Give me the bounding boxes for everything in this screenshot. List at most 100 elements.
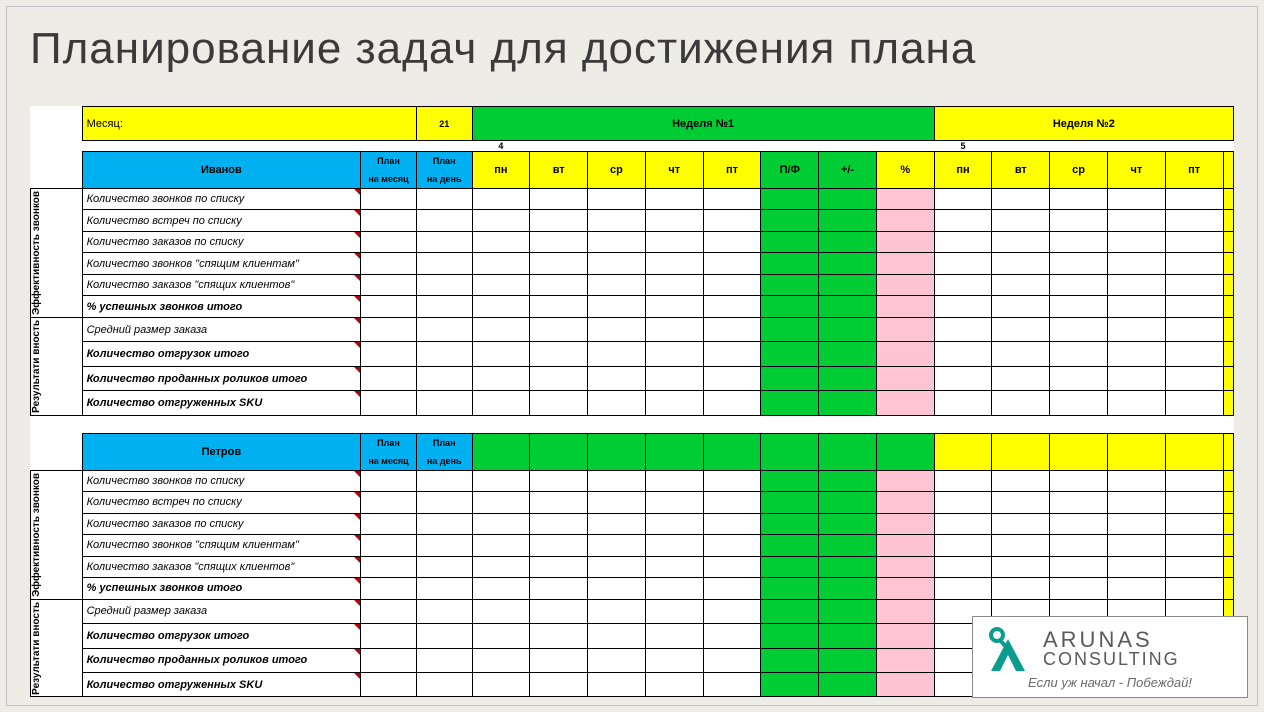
day-cell[interactable] [472,648,530,672]
day-cell-w2[interactable] [1107,296,1165,317]
pf-cell[interactable] [761,470,819,491]
day-cell[interactable] [703,342,761,366]
day-cell-w2[interactable] [934,513,992,534]
day-cell[interactable] [588,578,646,599]
day-cell-w2[interactable] [1050,342,1108,366]
day-cell-w2[interactable] [992,342,1050,366]
plan-month-cell[interactable] [361,513,417,534]
day-cell[interactable] [703,231,761,252]
day-cell[interactable] [645,189,703,210]
day-cell-w2[interactable] [992,470,1050,491]
pf-cell[interactable] [761,253,819,274]
plan-day-cell[interactable] [416,253,472,274]
plan-day-cell[interactable] [416,556,472,577]
day-cell[interactable] [703,492,761,513]
pct-cell[interactable] [876,342,934,366]
day-cell-w2[interactable] [1165,492,1223,513]
day-cell-w2[interactable] [1050,391,1108,415]
pct-cell[interactable] [876,317,934,341]
day-cell[interactable] [588,556,646,577]
day-cell-w2[interactable] [1107,492,1165,513]
pf-cell[interactable] [761,599,819,623]
day-cell-w2[interactable] [992,189,1050,210]
day-cell-w2[interactable] [934,556,992,577]
plan-day-cell[interactable] [416,492,472,513]
pct-cell[interactable] [876,231,934,252]
day-cell[interactable] [588,513,646,534]
day-cell[interactable] [645,492,703,513]
pct-cell[interactable] [876,253,934,274]
day-cell[interactable] [530,470,588,491]
plan-month-cell[interactable] [361,296,417,317]
pm-cell[interactable] [819,342,877,366]
day-cell[interactable] [588,317,646,341]
day-cell[interactable] [472,342,530,366]
plan-month-cell[interactable] [361,578,417,599]
day-cell[interactable] [645,366,703,390]
pf-cell[interactable] [761,210,819,231]
plan-month-cell[interactable] [361,672,417,696]
day-cell-w2[interactable] [1165,274,1223,295]
pm-cell[interactable] [819,189,877,210]
day-cell[interactable] [472,672,530,696]
pf-cell[interactable] [761,231,819,252]
day-cell-w2[interactable] [1165,535,1223,556]
day-cell-w2[interactable] [1165,513,1223,534]
day-cell-w2[interactable] [1050,189,1108,210]
day-cell[interactable] [645,513,703,534]
day-cell[interactable] [703,210,761,231]
day-cell-w2[interactable] [934,274,992,295]
day-cell-w2[interactable] [934,391,992,415]
day-cell-w2[interactable] [992,391,1050,415]
day-cell[interactable] [588,189,646,210]
plan-month-cell[interactable] [361,189,417,210]
day-cell[interactable] [588,210,646,231]
pct-cell[interactable] [876,296,934,317]
day-cell[interactable] [472,274,530,295]
day-cell-w2[interactable] [1050,274,1108,295]
day-cell[interactable] [645,391,703,415]
day-cell[interactable] [703,599,761,623]
day-cell-w2[interactable] [934,470,992,491]
day-cell-w2[interactable] [1107,513,1165,534]
day-cell-w2[interactable] [934,317,992,341]
day-cell-w2[interactable] [934,492,992,513]
day-cell[interactable] [703,470,761,491]
day-cell-w2[interactable] [1050,210,1108,231]
day-cell[interactable] [703,624,761,648]
day-cell-w2[interactable] [1107,391,1165,415]
day-cell-w2[interactable] [1165,578,1223,599]
day-cell-w2[interactable] [1107,189,1165,210]
pct-cell[interactable] [876,556,934,577]
day-cell-w2[interactable] [1165,342,1223,366]
day-cell-w2[interactable] [934,231,992,252]
day-cell-w2[interactable] [1107,366,1165,390]
day-cell[interactable] [530,391,588,415]
day-cell-w2[interactable] [1165,189,1223,210]
pct-cell[interactable] [876,492,934,513]
day-cell[interactable] [530,366,588,390]
day-cell[interactable] [472,492,530,513]
day-cell[interactable] [645,342,703,366]
day-cell[interactable] [472,624,530,648]
plan-day-cell[interactable] [416,672,472,696]
pm-cell[interactable] [819,210,877,231]
pf-cell[interactable] [761,391,819,415]
day-cell[interactable] [530,648,588,672]
day-cell-w2[interactable] [992,253,1050,274]
day-cell[interactable] [703,391,761,415]
day-cell[interactable] [703,578,761,599]
day-cell[interactable] [472,210,530,231]
day-cell-w2[interactable] [1050,317,1108,341]
day-cell-w2[interactable] [992,210,1050,231]
pm-cell[interactable] [819,578,877,599]
day-cell[interactable] [472,189,530,210]
day-cell[interactable] [645,231,703,252]
day-cell-w2[interactable] [1165,317,1223,341]
day-cell[interactable] [588,492,646,513]
day-cell[interactable] [472,470,530,491]
day-cell[interactable] [472,513,530,534]
pm-cell[interactable] [819,391,877,415]
day-cell-w2[interactable] [1165,366,1223,390]
pct-cell[interactable] [876,578,934,599]
